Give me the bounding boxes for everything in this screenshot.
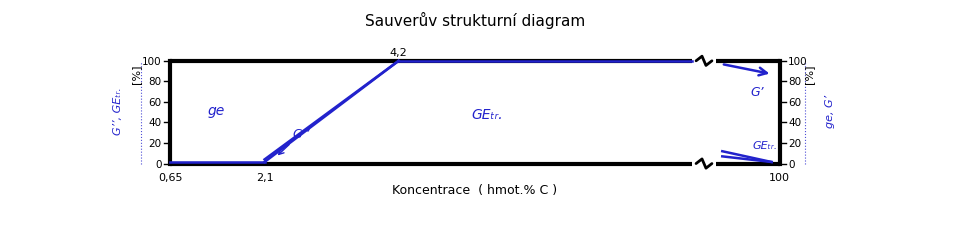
Text: 4,2: 4,2: [390, 48, 408, 58]
Text: 40: 40: [788, 118, 801, 128]
Text: 80: 80: [148, 77, 162, 87]
Text: [%]: [%]: [804, 65, 814, 84]
Text: G’: G’: [751, 86, 765, 99]
Text: Koncentrace  ( hmot.% C ): Koncentrace ( hmot.% C ): [392, 183, 557, 196]
Text: 60: 60: [788, 97, 801, 107]
Text: 0: 0: [155, 159, 162, 169]
Text: 0: 0: [788, 159, 795, 169]
Text: ge, G’: ge, G’: [825, 94, 834, 127]
Text: G’’, GEₜᵣ.: G’’, GEₜᵣ.: [113, 87, 123, 134]
Text: 60: 60: [148, 97, 162, 107]
Text: 80: 80: [788, 77, 801, 87]
Text: 100: 100: [769, 172, 790, 182]
Text: [%]: [%]: [132, 65, 141, 84]
Text: 0,65: 0,65: [158, 172, 182, 182]
Text: 100: 100: [788, 57, 808, 67]
Text: GEₜᵣ.: GEₜᵣ.: [471, 108, 503, 122]
Text: 100: 100: [141, 57, 162, 67]
Text: GEₜᵣ.: GEₜᵣ.: [753, 140, 778, 150]
Text: Sauverův strukturní diagram: Sauverův strukturní diagram: [364, 12, 585, 29]
Text: 20: 20: [148, 138, 162, 148]
Text: 20: 20: [788, 138, 801, 148]
Text: 2,1: 2,1: [256, 172, 273, 182]
Text: G’’: G’’: [279, 127, 310, 155]
Text: ge: ge: [207, 104, 225, 118]
Text: 40: 40: [148, 118, 162, 128]
